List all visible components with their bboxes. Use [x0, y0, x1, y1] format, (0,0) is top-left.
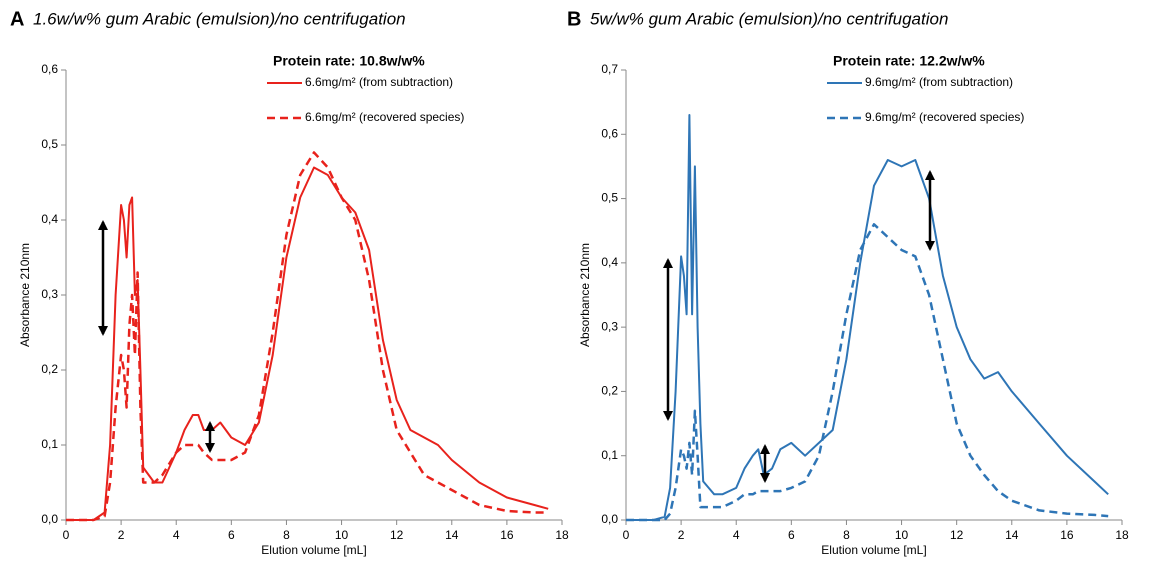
panel: B 5w/w% gum Arabic (emulsion)/no centrifu… [567, 8, 1129, 557]
y-tick-label: 0,4 [601, 255, 618, 269]
y-axis-label: Absorbance 210nm [18, 243, 32, 347]
x-tick-label: 14 [1005, 528, 1019, 542]
y-tick-label: 0,7 [601, 62, 618, 76]
x-tick-label: 16 [1060, 528, 1074, 542]
x-tick-label: 4 [173, 528, 180, 542]
series-line [626, 223, 1109, 522]
x-tick-label: 6 [788, 528, 795, 542]
x-tick-label: 16 [500, 528, 514, 542]
y-tick-label: 0,1 [601, 448, 618, 462]
y-tick-label: 0,2 [41, 362, 58, 376]
x-tick-label: 0 [623, 528, 630, 542]
y-tick-label: 0,4 [41, 212, 58, 226]
x-tick-label: 10 [335, 528, 349, 542]
legend-label: 9.6mg/m² (from subtraction) [865, 75, 1013, 89]
x-tick-label: 8 [843, 528, 850, 542]
y-tick-label: 0,6 [41, 62, 58, 76]
legend-title: Protein rate: 12.2w/w% [833, 53, 985, 69]
series-line [66, 166, 549, 521]
x-tick-label: 12 [950, 528, 964, 542]
y-tick-label: 0,0 [601, 512, 618, 526]
panel-label: B [567, 8, 581, 30]
panel-label: A [10, 8, 24, 30]
legend-label: 6.6mg/m² (recovered species) [305, 110, 464, 124]
series-line [626, 114, 1109, 521]
legend-label: 6.6mg/m² (from subtraction) [305, 75, 453, 89]
x-tick-label: 0 [63, 528, 70, 542]
y-tick-label: 0,5 [601, 191, 618, 205]
x-tick-label: 18 [1115, 528, 1129, 542]
y-axis-label: Absorbance 210nm [578, 243, 592, 347]
x-tick-label: 18 [555, 528, 569, 542]
panel: A 1.6w/w% gum Arabic (emulsion)/no centri… [10, 8, 569, 557]
y-tick-label: 0,5 [41, 137, 58, 151]
x-tick-label: 4 [733, 528, 740, 542]
x-tick-label: 12 [390, 528, 404, 542]
x-tick-label: 6 [228, 528, 235, 542]
x-tick-label: 2 [118, 528, 125, 542]
x-tick-label: 8 [283, 528, 290, 542]
y-tick-label: 0,3 [41, 287, 58, 301]
x-axis-label: Elution volume [mL] [821, 543, 926, 557]
y-tick-label: 0,3 [601, 319, 618, 333]
x-tick-label: 10 [895, 528, 909, 542]
annotation-arrows [98, 170, 935, 483]
x-tick-label: 14 [445, 528, 459, 542]
y-tick-label: 0,1 [41, 437, 58, 451]
x-tick-label: 2 [678, 528, 685, 542]
legend-title: Protein rate: 10.8w/w% [273, 53, 425, 69]
legend-label: 9.6mg/m² (recovered species) [865, 110, 1024, 124]
y-tick-label: 0,6 [601, 126, 618, 140]
panel-title: 5w/w% gum Arabic (emulsion)/no centrifug… [590, 9, 948, 28]
y-tick-label: 0,2 [601, 384, 618, 398]
x-axis-label: Elution volume [mL] [261, 543, 366, 557]
y-tick-label: 0,0 [41, 512, 58, 526]
series-line [66, 151, 549, 522]
panel-title: 1.6w/w% gum Arabic (emulsion)/no centrif… [33, 9, 406, 28]
